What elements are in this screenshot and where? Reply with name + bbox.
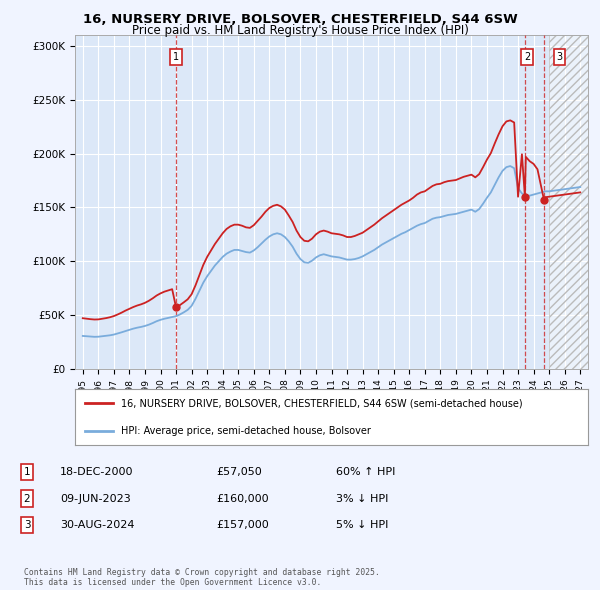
- Text: HPI: Average price, semi-detached house, Bolsover: HPI: Average price, semi-detached house,…: [121, 427, 371, 437]
- Text: 18-DEC-2000: 18-DEC-2000: [60, 467, 133, 477]
- Text: 16, NURSERY DRIVE, BOLSOVER, CHESTERFIELD, S44 6SW (semi-detached house): 16, NURSERY DRIVE, BOLSOVER, CHESTERFIEL…: [121, 398, 523, 408]
- Text: 1: 1: [173, 52, 179, 62]
- Text: Contains HM Land Registry data © Crown copyright and database right 2025.
This d: Contains HM Land Registry data © Crown c…: [24, 568, 380, 587]
- Text: 3% ↓ HPI: 3% ↓ HPI: [336, 494, 388, 503]
- Text: £157,000: £157,000: [216, 520, 269, 530]
- Text: 09-JUN-2023: 09-JUN-2023: [60, 494, 131, 503]
- Text: 16, NURSERY DRIVE, BOLSOVER, CHESTERFIELD, S44 6SW: 16, NURSERY DRIVE, BOLSOVER, CHESTERFIEL…: [83, 13, 517, 26]
- Text: Price paid vs. HM Land Registry's House Price Index (HPI): Price paid vs. HM Land Registry's House …: [131, 24, 469, 37]
- Text: 1: 1: [23, 467, 31, 477]
- Text: 2: 2: [524, 52, 530, 62]
- Text: 2: 2: [23, 494, 31, 503]
- Text: £160,000: £160,000: [216, 494, 269, 503]
- Text: 3: 3: [556, 52, 563, 62]
- Text: 30-AUG-2024: 30-AUG-2024: [60, 520, 134, 530]
- Text: 60% ↑ HPI: 60% ↑ HPI: [336, 467, 395, 477]
- Text: £57,050: £57,050: [216, 467, 262, 477]
- Text: 5% ↓ HPI: 5% ↓ HPI: [336, 520, 388, 530]
- Text: 3: 3: [23, 520, 31, 530]
